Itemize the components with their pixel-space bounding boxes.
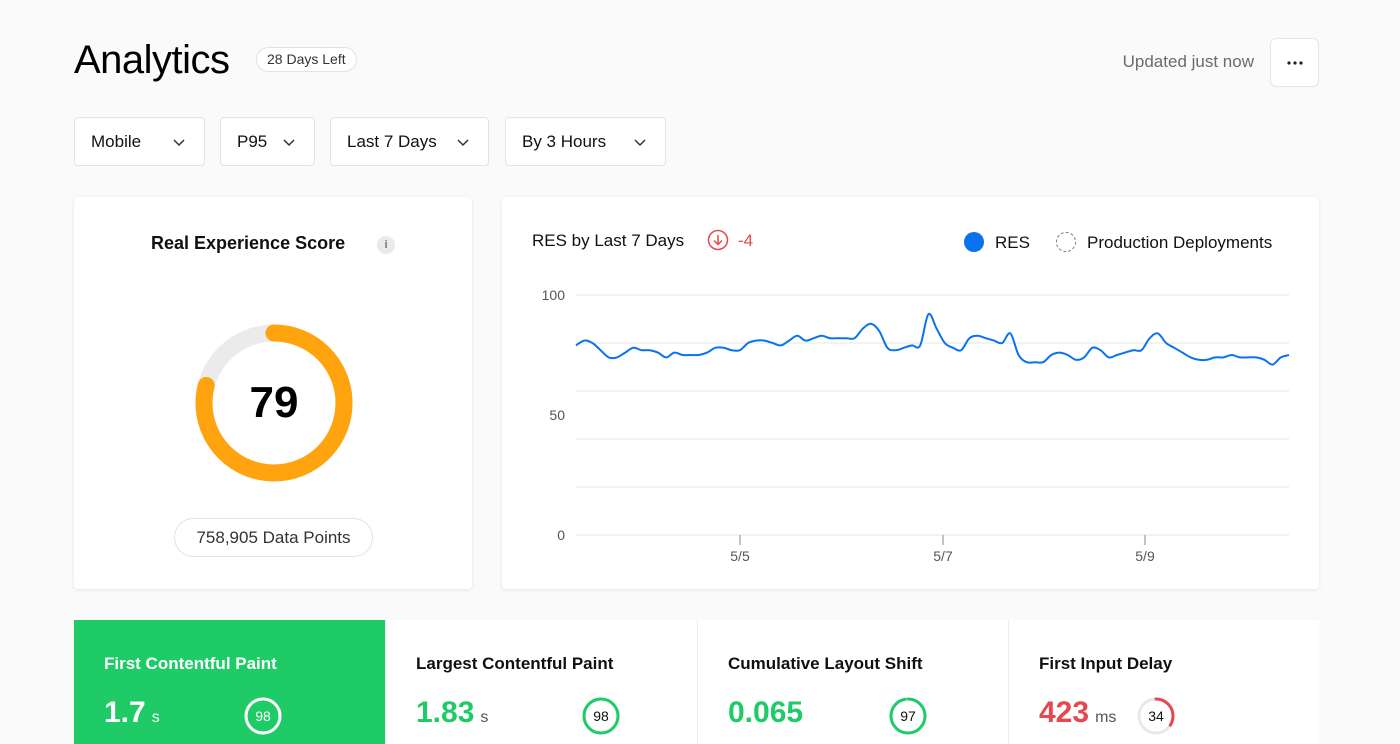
metric-first-contentful-paint[interactable]: First Contentful Paint 1.7 s 98 [74, 620, 386, 744]
arrow-down-circle-icon [707, 229, 729, 251]
data-points-badge: 758,905 Data Points [174, 518, 373, 557]
metric-title: Cumulative Layout Shift [728, 654, 923, 673]
metric-cumulative-layout-shift[interactable]: Cumulative Layout Shift 0.065 97 [698, 620, 1009, 744]
metric-first-input-delay[interactable]: First Input Delay 423 ms 34 [1009, 620, 1319, 744]
x-tick-label: 5/7 [933, 548, 953, 564]
score-card-title: Real Experience Score [151, 233, 346, 253]
legend-deployments-marker [1056, 232, 1076, 252]
score-ring-fill [195, 324, 353, 482]
metric-score-gauge: 98 [581, 696, 621, 736]
x-tick-label: 5/9 [1135, 548, 1155, 564]
time-range-filter-select[interactable]: Last 7 Days [330, 117, 489, 166]
chevron-down-icon [173, 139, 185, 147]
info-icon[interactable]: i [377, 236, 395, 254]
metric-gauge-fill [889, 697, 927, 735]
metric-score: 98 [593, 708, 609, 724]
metric-value: 0.065 [728, 696, 809, 730]
time-range-filter-label: Last 7 Days [347, 131, 437, 151]
device-filter-select[interactable]: Mobile [74, 117, 205, 166]
metric-title: First Input Delay [1039, 654, 1173, 673]
metric-gauge-fill [244, 697, 282, 735]
device-filter-label: Mobile [91, 131, 142, 151]
chart-gridlines [576, 294, 1289, 536]
metric-value-number: 1.83 [416, 696, 475, 729]
score-card: Real Experience Score i 79 758,905 Data … [74, 197, 472, 589]
chevron-down-icon [634, 139, 646, 147]
y-tick-label: 100 [542, 287, 566, 303]
granularity-filter-select[interactable]: By 3 Hours [505, 117, 666, 166]
legend-res-marker [964, 232, 984, 252]
metric-score: 97 [900, 708, 916, 724]
series-line-res [575, 312, 1290, 366]
res-line-chart: 100 50 0 5/5 5/7 5/9 [542, 287, 1290, 564]
y-tick-label: 50 [549, 407, 565, 423]
metric-value: 423 ms [1039, 696, 1116, 730]
chevron-down-icon [457, 139, 469, 147]
x-tick-label: 5/5 [730, 548, 750, 564]
res-delta-value: -4 [738, 231, 754, 250]
metric-unit: s [480, 709, 489, 726]
metric-score: 98 [255, 708, 271, 724]
chart-title: RES by Last 7 Days [532, 231, 685, 250]
metric-gauge-fill [582, 697, 620, 735]
percentile-filter-label: P95 [237, 131, 268, 151]
chevron-down-icon [283, 139, 295, 147]
metric-title: Largest Contentful Paint [416, 654, 614, 673]
metric-gauge-fill [1137, 697, 1175, 735]
metric-value: 1.7 s [104, 696, 160, 730]
updated-status: Updated just now [1122, 52, 1254, 71]
metric-value-number: 1.7 [104, 696, 146, 729]
y-tick-label: 0 [557, 527, 565, 543]
res-chart-card: 100 50 0 5/5 5/7 5/9 RES by Last 7 Days -4 RE… [502, 197, 1319, 589]
metric-title: First Contentful Paint [104, 654, 277, 673]
legend-deployments-label[interactable]: Production Deployments [1087, 233, 1273, 252]
more-options-button[interactable] [1270, 38, 1319, 87]
metric-unit: ms [1095, 709, 1117, 726]
metric-value-number: 0.065 [728, 696, 804, 729]
score-ring: 79 [194, 323, 354, 483]
metric-unit: s [151, 709, 160, 726]
metric-score-gauge: 97 [888, 696, 928, 736]
more-horizontal-icon [1286, 60, 1303, 65]
score-value: 79 [249, 378, 299, 427]
legend-res-label[interactable]: RES [995, 233, 1030, 252]
trial-days-badge: 28 Days Left [256, 47, 357, 72]
granularity-filter-label: By 3 Hours [522, 131, 607, 151]
metric-value: 1.83 s [416, 696, 488, 730]
metric-largest-contentful-paint[interactable]: Largest Contentful Paint 1.83 s 98 [386, 620, 698, 744]
metric-value-number: 423 [1039, 696, 1090, 729]
metric-score-gauge: 34 [1136, 696, 1176, 736]
page-title: Analytics [74, 38, 230, 82]
metric-score: 34 [1148, 708, 1164, 724]
metric-score-gauge: 98 [243, 696, 283, 736]
percentile-filter-select[interactable]: P95 [220, 117, 315, 166]
